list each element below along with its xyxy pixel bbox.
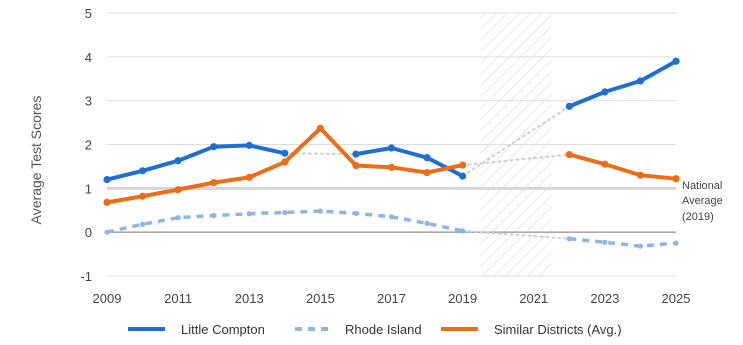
data-point-rhode-island (602, 239, 608, 245)
data-point-little-compton (352, 150, 360, 158)
data-point-little-compton (636, 77, 645, 85)
data-point-little-compton (210, 143, 218, 151)
data-point-similar-districts (245, 173, 253, 181)
reference-line-label: National Average (2019) (682, 180, 723, 223)
data-point-little-compton (565, 102, 573, 110)
data-point-rhode-island (566, 236, 572, 242)
data-point-rhode-island (175, 215, 181, 221)
legend-label-rhode-island: Rhode Island (345, 322, 422, 337)
data-point-similar-districts (636, 171, 645, 179)
x-tick-label: 2023 (590, 291, 619, 306)
y-tick-label: 3 (85, 94, 92, 109)
x-tick-label: 2013 (235, 291, 264, 306)
data-point-little-compton (245, 141, 253, 149)
data-point-rhode-island (388, 214, 395, 220)
reference-label-line-2: Average (682, 195, 723, 207)
x-tick-label: 2019 (448, 291, 477, 306)
data-point-little-compton (387, 144, 396, 152)
series-line-little-compton (106, 143, 286, 182)
data-point-similar-districts (281, 158, 289, 166)
chart-legend: Little Compton Rhode Island Similar Dist… (128, 322, 622, 337)
data-point-little-compton (138, 167, 147, 175)
data-point-little-compton (281, 149, 289, 157)
data-point-similar-districts (459, 161, 467, 169)
data-point-similar-districts (672, 175, 680, 183)
y-tick-label: 5 (85, 6, 92, 21)
data-point-rhode-island (317, 208, 323, 214)
data-point-similar-districts (316, 124, 324, 132)
series-line-rhode-island (569, 237, 677, 248)
y-tick-label: 2 (85, 138, 92, 153)
data-point-similar-districts (565, 150, 573, 159)
y-tick-label: -1 (80, 269, 92, 284)
data-point-rhode-island (460, 228, 466, 234)
y-tick-label: 4 (85, 50, 92, 65)
data-point-rhode-island (353, 210, 359, 216)
data-point-similar-districts (138, 192, 147, 200)
data-point-rhode-island (282, 209, 288, 216)
data-point-little-compton (459, 172, 467, 180)
data-point-rhode-island (246, 211, 252, 217)
reference-label-line-3: (2019) (682, 211, 714, 223)
legend-label-little-compton: Little Compton (181, 322, 265, 337)
data-point-similar-districts (174, 186, 182, 194)
gap-bridge-line (461, 229, 571, 240)
x-tick-label: 2015 (306, 291, 335, 306)
legend-label-similar-districts: Similar Districts (Avg.) (494, 322, 622, 337)
data-point-similar-districts (210, 179, 218, 187)
data-point-little-compton (103, 175, 111, 184)
y-tick-label: 1 (85, 181, 92, 196)
data-point-rhode-island (104, 229, 110, 235)
reference-label-line-1: National (682, 180, 722, 192)
data-point-little-compton (601, 88, 609, 96)
data-point-rhode-island (139, 221, 146, 227)
x-tick-label: 2009 (93, 291, 122, 306)
x-tick-label: 2017 (377, 291, 406, 306)
x-tick-label: 2011 (164, 291, 192, 306)
data-point-rhode-island (211, 212, 217, 219)
data-point-little-compton (423, 154, 431, 162)
y-axis-title: Average Test Scores (28, 96, 44, 225)
data-point-similar-districts (423, 168, 431, 177)
data-point-rhode-island (673, 240, 679, 246)
y-tick-label: 0 (85, 225, 92, 240)
x-tick-label: 2025 (662, 291, 691, 306)
data-point-similar-districts (601, 160, 609, 168)
data-point-similar-districts (387, 163, 396, 171)
data-point-little-compton (174, 157, 182, 165)
series-line-similar-districts (568, 152, 677, 181)
data-point-little-compton (672, 57, 680, 65)
gap-bridge-line (461, 153, 571, 167)
data-point-rhode-island (637, 243, 644, 249)
series-line-little-compton (568, 59, 677, 109)
data-point-rhode-island (424, 220, 430, 226)
x-tick-label: 2021 (519, 291, 548, 306)
data-point-similar-districts (352, 161, 360, 170)
data-point-similar-districts (103, 198, 111, 206)
